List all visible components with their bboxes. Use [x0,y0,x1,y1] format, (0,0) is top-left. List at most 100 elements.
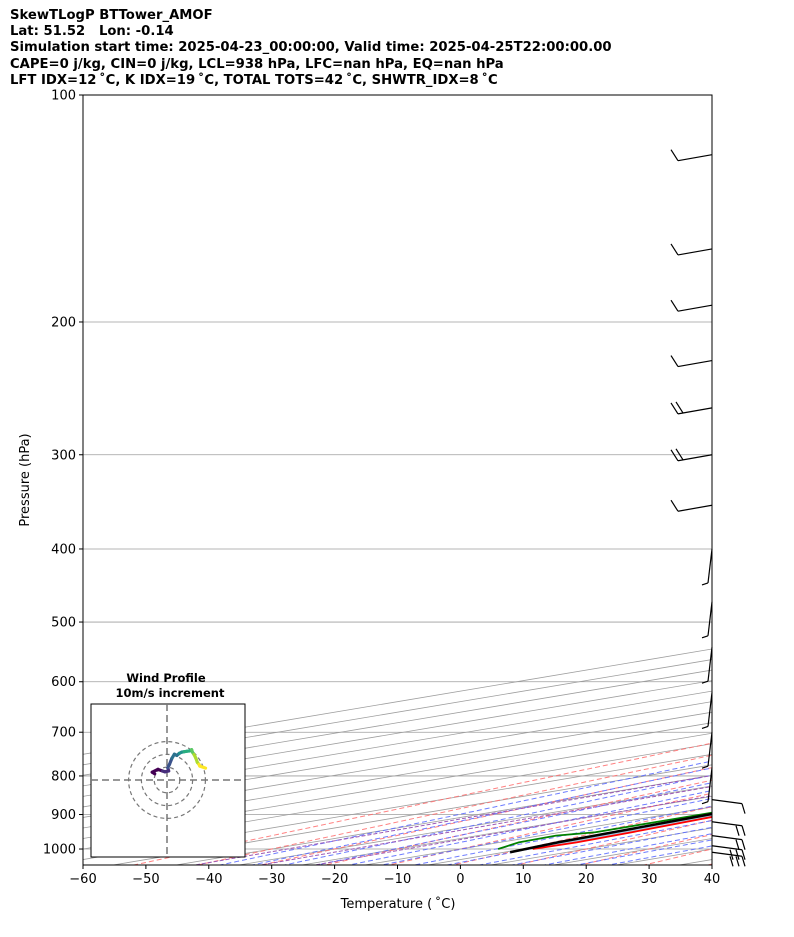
wind-barb-staff [677,154,713,162]
isotherm-line [83,701,712,808]
isotherm-line [83,690,712,797]
wind-barb-staff [707,647,713,682]
wind-barb-staff [677,454,713,462]
header-location: Lat: 51.52 Lon: -0.14 [10,24,174,40]
data-lines [497,811,712,854]
wind-barb-flag [701,635,709,639]
y-tick-label: 200 [51,315,76,330]
y-tick-label: 500 [51,616,76,631]
y-tick-label: 100 [51,89,76,104]
moist-adiabat-line [411,805,712,865]
wind-barb-staff [677,407,713,415]
x-tick-label: 30 [641,872,658,887]
wind-barb-staff [711,821,743,827]
wind-barb-staff [677,504,713,512]
wind-barb-staff [677,304,713,312]
isotherm-line [677,859,712,865]
wind-barb-flag [701,680,709,684]
dry-adiabat-line [450,806,712,865]
x-tick-label: −10 [384,872,411,887]
wind-barb-flag [741,856,746,867]
dry-adiabat-line [386,792,712,865]
moist-adiabat-line [541,833,712,865]
isotherm-line [299,795,712,865]
header-title: SkewTLogP BTTower_AMOF [10,8,213,23]
wind-barb-flag [735,849,740,860]
dewpoint-profile [497,811,712,850]
wind-barb-flag [701,725,709,730]
moist-adiabat-line [281,774,712,865]
wind-barb-staff [711,835,743,841]
y-tick-label: 1000 [43,843,76,858]
y-tick-label: 300 [51,448,76,463]
parcel-profile [509,812,712,854]
isotherm-line [425,817,712,865]
wind-barb-flag [675,401,684,414]
isotherm-line [83,711,712,818]
dry-adiabat-line [578,833,712,865]
wind-barb-flag [741,803,746,814]
wind-barb-staff [711,799,743,805]
x-axis-label: Temperature ( ˚C) [340,896,456,912]
x-tick-label: −60 [69,872,96,887]
moist-adiabat-line [314,782,712,865]
moist-adiabat-line [509,826,712,865]
y-tick-label: 400 [51,542,76,557]
wind-barb-flag [741,839,746,850]
wind-barb-flag [670,449,679,462]
hodograph-segment [198,764,208,770]
x-tick-label: −30 [258,872,285,887]
isotherm-line [488,827,712,865]
wind-barb-flag [670,499,679,512]
wind-barb-flag [701,765,709,769]
isotherm-line [83,680,712,787]
wind-barb-flag [670,355,679,367]
wind-barb-staff [677,248,713,256]
wind-barb-flag [741,825,746,836]
wind-barb-flag [670,243,679,256]
hodograph [91,704,245,857]
x-tick-label: 20 [578,872,595,887]
wind-barb-flag [675,448,684,461]
wind-barb-flag [670,149,679,162]
wind-barb-staff [707,692,713,727]
y-axis-label: Pressure (hPa) [18,433,33,526]
x-tick-label: 10 [515,872,532,887]
x-tick-label: −20 [321,872,348,887]
wind-barb-staff [707,601,713,636]
wind-barb-flag [741,849,746,860]
wind-barb-staff [711,851,743,857]
wind-barb-flag [729,856,734,867]
wind-barb-flag [670,299,679,312]
axes: −60 −50 −40 −30 −20 −10 0 10 20 30 40 100 200 300 400 5… [43,89,720,888]
chart-header: SkewTLogP BTTower_AMOF Lat: 51.52 Lon: -0… [10,8,612,89]
wind-barb-staff [707,767,713,802]
isotherm-line [83,722,712,829]
isotherm-line [83,669,712,776]
dry-adiabat-line [514,819,712,865]
wind-barb-flag [735,839,740,850]
moist-adiabat-line [476,820,712,865]
inset-title: Wind Profile [126,671,206,685]
wind-profile-inset: Wind Profile 10m/s increment [90,671,246,858]
dry-adiabat-line [131,742,712,865]
y-tick-label: 600 [51,675,76,690]
dry-adiabat-line [322,779,712,865]
header-indices-2: LFT IDX=12 ˚C, K IDX=19 ˚C, TOTAL TOTS=4… [10,72,498,88]
isotherm-line [362,806,712,865]
dry-adiabat-line [642,848,712,865]
wind-barb-staff [711,845,743,851]
header-indices-1: CAPE=0 j/kg, CIN=0 j/kg, LCL=938 hPa, LF… [10,56,504,72]
wind-barb-flag [701,582,709,586]
moist-adiabat-line [346,790,712,865]
wind-barb-flag [701,801,709,805]
dry-adiabat-line [705,863,712,865]
wind-barb-flag [735,825,740,836]
x-tick-label: 40 [704,872,721,887]
x-tick-label: −40 [195,872,222,887]
isotherm-line [83,732,712,839]
isotherm-line [551,838,712,865]
wind-barb-flag [735,856,740,867]
wind-barb-staff [707,732,713,767]
dry-adiabat-line [259,767,712,865]
